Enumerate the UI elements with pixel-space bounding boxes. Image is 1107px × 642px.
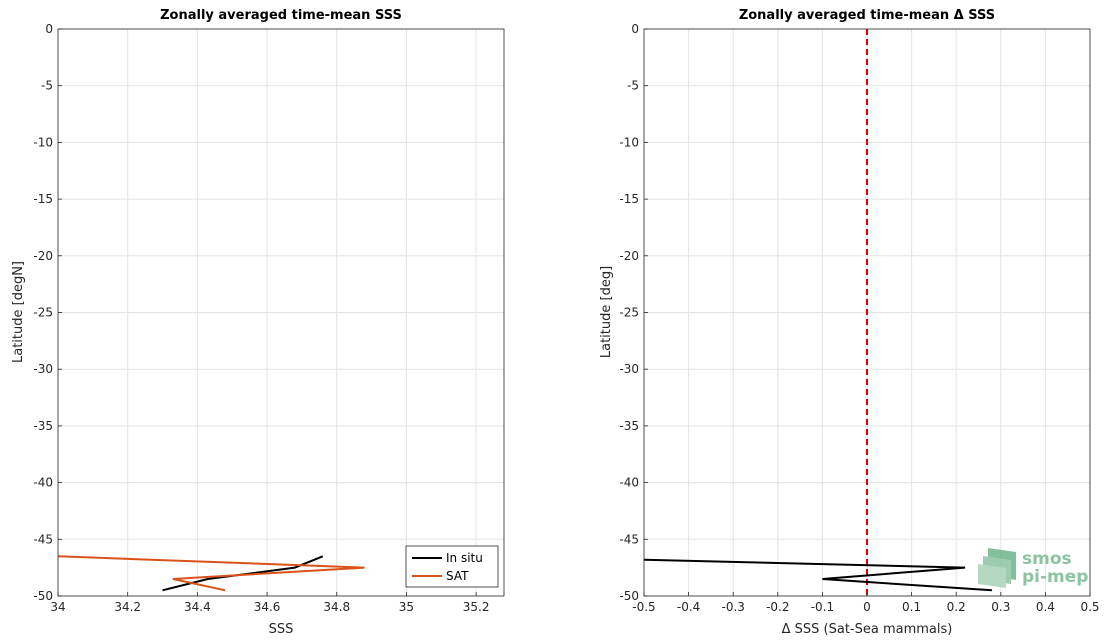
delta-sss-y-tick-label: 0 — [631, 22, 639, 36]
delta-sss-x-tick-label: 0.1 — [902, 600, 921, 614]
sss-y-tick-label: -45 — [33, 532, 53, 546]
delta-sss-y-tick-label: -35 — [619, 419, 639, 433]
sss-y-tick-label: -25 — [33, 306, 53, 320]
sss-x-tick-label: 35 — [399, 600, 414, 614]
delta-sss-series-lines — [643, 558, 992, 592]
delta-sss-y-tick-label: -30 — [619, 362, 639, 376]
delta-sss-x-tick-label: -0.3 — [721, 600, 744, 614]
delta-sss-y-tick-label: -40 — [619, 476, 639, 490]
delta-sss-y-axis-label: Latitude [deg] — [599, 266, 614, 358]
sss-y-tick-label: 0 — [45, 22, 53, 36]
sss-panel-title: Zonally averaged time-mean SSS — [160, 8, 402, 23]
sss-x-tick-label: 35.2 — [463, 600, 490, 614]
sss-series-in-situ — [162, 555, 324, 592]
sss-y-axis-label: Latitude [degN] — [11, 261, 26, 363]
delta-sss-x-tick-label: -0.4 — [677, 600, 700, 614]
delta-sss-y-tick-label: -45 — [619, 532, 639, 546]
delta-sss-x-tick-label: -0.2 — [766, 600, 789, 614]
delta-sss-panel: Zonally averaged time-mean Δ SSS -0.5 -0.… — [599, 8, 1100, 637]
smos-pi-mep-logo: smos pi-mep — [978, 548, 1088, 588]
delta-sss-y-tick-label: -5 — [627, 79, 639, 93]
delta-sss-x-tick-label: 0.3 — [991, 600, 1010, 614]
sss-y-tick-label: -5 — [41, 79, 53, 93]
sss-x-tick-label: 34.8 — [323, 600, 350, 614]
logo-text-pi-mep: pi-mep — [1022, 567, 1088, 587]
sss-legend: In situ SAT — [405, 545, 499, 588]
sss-x-tick-label: 34.2 — [114, 600, 141, 614]
sss-y-tick-label: -20 — [33, 249, 53, 263]
sss-x-tick-label: 34.6 — [254, 600, 281, 614]
delta-sss-panel-title: Zonally averaged time-mean Δ SSS — [739, 8, 995, 23]
sss-panel: Zonally averaged time-mean SSS 34 34.2 34.… — [11, 8, 505, 637]
delta-sss-x-tick-label: -0.1 — [811, 600, 834, 614]
sss-series-sat — [57, 555, 365, 592]
delta-sss-y-tick-label: -25 — [619, 306, 639, 320]
sss-x-tick-label: 34 — [50, 600, 65, 614]
legend-box — [405, 545, 499, 588]
sss-x-tick-label: 34.4 — [184, 600, 211, 614]
delta-sss-x-axis-label: Δ SSS (Sat-Sea mammals) — [782, 622, 953, 637]
sss-y-tick-label: -50 — [33, 589, 53, 603]
legend-label-sat: SAT — [446, 569, 469, 583]
delta-sss-y-tick-label: -10 — [619, 135, 639, 149]
sss-y-tick-label: -15 — [33, 192, 53, 206]
delta-sss-ticks: -0.5 -0.4 -0.3 -0.2 -0.1 0 0.1 0.2 0.3 0.4 0.5 0 -5 -… — [619, 22, 1099, 614]
delta-sss-x-tick-label: 0 — [863, 600, 871, 614]
sss-ticks: 34 34.2 34.4 34.6 34.8 35 35.2 0 -5 -10 -15 -20 -25 -… — [33, 22, 489, 614]
delta-sss-x-tick-label: -0.5 — [632, 600, 655, 614]
sss-y-tick-label: -35 — [33, 419, 53, 433]
delta-sss-x-tick-label: 0.2 — [947, 600, 966, 614]
delta-sss-x-tick-label: 0.5 — [1080, 600, 1099, 614]
sss-y-tick-label: -40 — [33, 476, 53, 490]
legend-label-in-situ: In situ — [446, 551, 483, 565]
delta-sss-series-series-0 — [643, 558, 992, 592]
sss-series-lines — [57, 555, 365, 592]
delta-sss-x-tick-label: 0.4 — [1036, 600, 1055, 614]
delta-sss-y-tick-label: -15 — [619, 192, 639, 206]
sss-y-tick-label: -10 — [33, 135, 53, 149]
sss-x-axis-label: SSS — [269, 622, 294, 637]
logo-text-smos: smos — [1022, 549, 1072, 569]
delta-sss-y-tick-label: -50 — [619, 589, 639, 603]
sss-y-tick-label: -30 — [33, 362, 53, 376]
logo-layers-icon — [978, 548, 1016, 588]
delta-sss-y-tick-label: -20 — [619, 249, 639, 263]
